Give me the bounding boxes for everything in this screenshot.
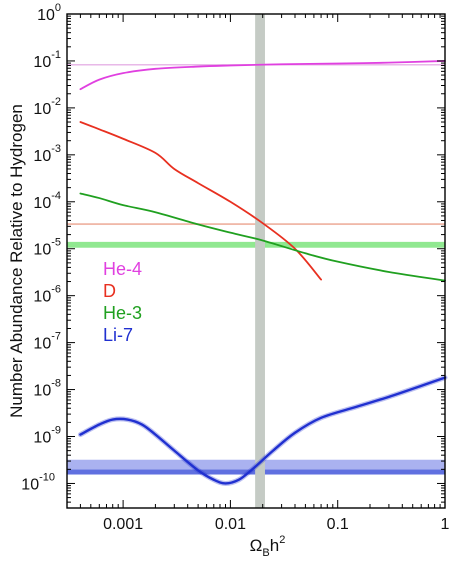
y-tick-label: 10-9 bbox=[33, 425, 61, 447]
legend-item-he-4: He-4 bbox=[103, 259, 142, 279]
x-axis-label-base: Ω bbox=[250, 536, 263, 555]
y-tick-label: 10-4 bbox=[33, 190, 61, 212]
series-line-li-7 bbox=[79, 376, 447, 485]
x-axis-label: ΩBh2 bbox=[250, 534, 286, 559]
legend-item-he-3: He-3 bbox=[103, 303, 142, 323]
y-tick-label: 10-1 bbox=[33, 49, 61, 71]
legend-item-d: D bbox=[103, 281, 116, 301]
y-tick-label: 10-6 bbox=[33, 284, 61, 306]
series-line-he-3 bbox=[79, 192, 446, 282]
x-axis-label-mid: h bbox=[270, 536, 279, 555]
y-tick-label: 10-2 bbox=[33, 96, 61, 118]
series-lines-layer bbox=[77, 60, 448, 486]
x-tick-label: 0.001 bbox=[103, 516, 143, 533]
series-line-d bbox=[79, 121, 322, 281]
x-tick-labels: 0.001 0.01 0.1 1 bbox=[103, 516, 449, 533]
y-tick-labels: 100 10-1 10-2 10-3 10-4 10-5 10-6 10-7 10-8 10-9 1… bbox=[21, 2, 61, 493]
plot-frame bbox=[66, 13, 446, 509]
y-tick-label: 100 bbox=[37, 2, 61, 24]
series-line-he-4 bbox=[79, 60, 446, 91]
legend-item-li-7: Li-7 bbox=[103, 325, 133, 345]
y-tick-label: 10-10 bbox=[21, 471, 55, 493]
x-tick-label: 0.1 bbox=[327, 516, 349, 533]
x-axis-label-sub: B bbox=[262, 547, 269, 559]
y-axis-label: Number Abundance Relative to Hydrogen bbox=[7, 104, 26, 418]
y-tick-label: 10-8 bbox=[33, 378, 61, 400]
x-tick-label: 1 bbox=[441, 516, 450, 533]
x-tick-label: 0.01 bbox=[215, 516, 246, 533]
baryon-density-band-5 bbox=[255, 14, 265, 508]
y-tick-label: 10-5 bbox=[33, 237, 61, 259]
x-axis-label-sup: 2 bbox=[279, 534, 285, 546]
y-tick-label: 10-7 bbox=[33, 331, 61, 353]
y-tick-label: 10-3 bbox=[33, 143, 61, 165]
ticks-layer bbox=[66, 13, 446, 509]
